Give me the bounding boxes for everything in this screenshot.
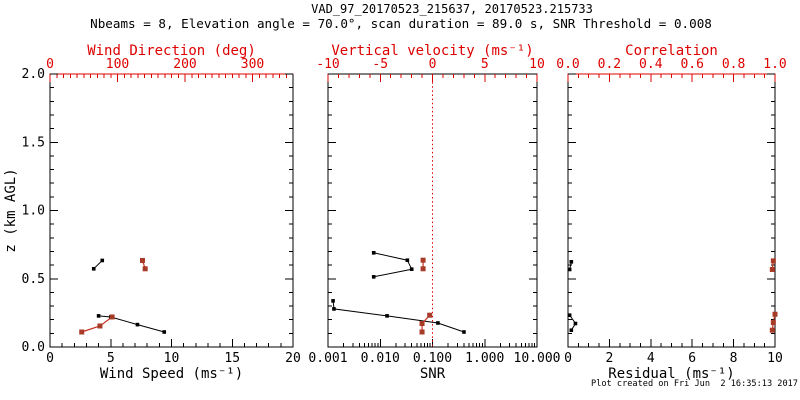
svg-text:Correlation: Correlation xyxy=(625,43,718,59)
svg-text:10: 10 xyxy=(164,351,180,366)
data-point xyxy=(109,314,115,320)
figure-title: VAD_97_20170523_215637, 20170523.215733 xyxy=(311,2,593,16)
data-point xyxy=(331,299,335,303)
svg-text:1.0: 1.0 xyxy=(763,57,786,72)
svg-text:6: 6 xyxy=(688,351,696,366)
svg-text:2.0: 2.0 xyxy=(22,67,45,82)
data-point xyxy=(772,311,778,317)
svg-text:z (km AGL): z (km AGL) xyxy=(3,168,19,252)
data-point xyxy=(769,266,775,272)
wind-panel: 0 5 10 15 20 Wind Speed (ms⁻¹) 0 100 200 300Wind … xyxy=(3,43,301,382)
data-point xyxy=(139,257,145,263)
svg-text:4: 4 xyxy=(647,351,655,366)
svg-text:1.0: 1.0 xyxy=(22,204,45,219)
data-point xyxy=(97,323,103,329)
data-point xyxy=(770,258,776,264)
svg-text:0.0: 0.0 xyxy=(22,340,45,355)
data-point xyxy=(420,257,426,263)
svg-text:Vertical velocity (ms⁻¹): Vertical velocity (ms⁻¹) xyxy=(331,43,533,59)
data-point xyxy=(770,320,776,326)
svg-text:0.001: 0.001 xyxy=(308,351,347,366)
svg-text:0.100: 0.100 xyxy=(413,351,452,366)
figure-subtitle: Nbeams = 8, Elevation angle = 70.0°, sca… xyxy=(90,16,712,31)
residual-panel: 0 2 4 6 8 10 Residual (ms⁻¹) 0.0 0.2 0.4 0.6 0.8 1.0… xyxy=(556,43,786,382)
svg-text:15: 15 xyxy=(224,351,240,366)
svg-text:-10: -10 xyxy=(316,57,339,72)
data-point xyxy=(332,307,336,311)
data-point xyxy=(420,266,426,272)
svg-text:1.000: 1.000 xyxy=(465,351,504,366)
svg-text:0: 0 xyxy=(46,351,54,366)
data-point xyxy=(371,275,376,279)
data-point xyxy=(371,251,376,255)
svg-text:5: 5 xyxy=(107,351,115,366)
data-point xyxy=(409,267,414,271)
svg-text:2: 2 xyxy=(605,351,613,366)
data-point xyxy=(436,321,440,325)
data-point xyxy=(567,267,572,272)
data-point xyxy=(462,330,466,334)
svg-text:0: 0 xyxy=(429,57,437,72)
data-point xyxy=(405,258,410,262)
svg-text:5: 5 xyxy=(481,57,489,72)
svg-text:0.6: 0.6 xyxy=(680,57,703,72)
svg-text:0.010: 0.010 xyxy=(361,351,400,366)
svg-text:0.0: 0.0 xyxy=(556,57,579,72)
svg-text:200: 200 xyxy=(173,57,196,72)
data-point xyxy=(419,329,425,335)
data-point xyxy=(427,312,433,318)
data-point xyxy=(162,330,167,334)
data-point xyxy=(91,266,96,271)
svg-text:300: 300 xyxy=(241,57,264,72)
svg-text:1.5: 1.5 xyxy=(22,135,45,150)
wind-speed-series xyxy=(91,258,167,334)
data-point xyxy=(419,321,425,327)
data-point xyxy=(385,314,389,318)
svg-text:0.8: 0.8 xyxy=(722,57,745,72)
residual-series xyxy=(567,260,578,333)
plot-created-timestamp: Plot created on Fri Jun 2 16:35:13 2017 xyxy=(591,379,798,389)
svg-text:0: 0 xyxy=(46,57,54,72)
data-point xyxy=(569,328,574,333)
snr-series xyxy=(331,251,466,334)
data-point xyxy=(573,321,578,326)
data-point xyxy=(100,258,105,263)
svg-text:10: 10 xyxy=(767,351,783,366)
svg-text:-5: -5 xyxy=(372,57,388,72)
vertical-velocity-series xyxy=(419,257,433,335)
svg-text:Wind Speed (ms⁻¹): Wind Speed (ms⁻¹) xyxy=(100,366,243,382)
data-point xyxy=(769,327,775,333)
svg-text:0.2: 0.2 xyxy=(598,57,621,72)
svg-text:8: 8 xyxy=(730,351,738,366)
svg-text:10: 10 xyxy=(529,57,545,72)
data-point xyxy=(569,260,574,264)
svg-text:10.000: 10.000 xyxy=(514,351,561,366)
svg-text:0.4: 0.4 xyxy=(639,57,663,72)
data-point xyxy=(79,329,85,335)
svg-text:0.5: 0.5 xyxy=(22,272,45,287)
wind-direction-series xyxy=(79,257,148,335)
svg-text:20: 20 xyxy=(285,351,301,366)
svg-text:Wind Direction (deg): Wind Direction (deg) xyxy=(87,43,256,59)
data-point xyxy=(567,313,572,317)
snr-panel: 0.001 0.010 0.100 1.000 10.000 SNR -10 -5 0 5 10Ve… xyxy=(308,43,560,382)
data-point xyxy=(96,314,101,318)
correlation-series xyxy=(769,258,778,333)
data-point xyxy=(142,266,148,272)
data-point xyxy=(135,322,140,327)
svg-text:Residual (ms⁻¹): Residual (ms⁻¹) xyxy=(608,366,734,382)
svg-text:100: 100 xyxy=(106,57,129,72)
svg-text:SNR: SNR xyxy=(420,366,446,382)
svg-text:0: 0 xyxy=(564,351,572,366)
